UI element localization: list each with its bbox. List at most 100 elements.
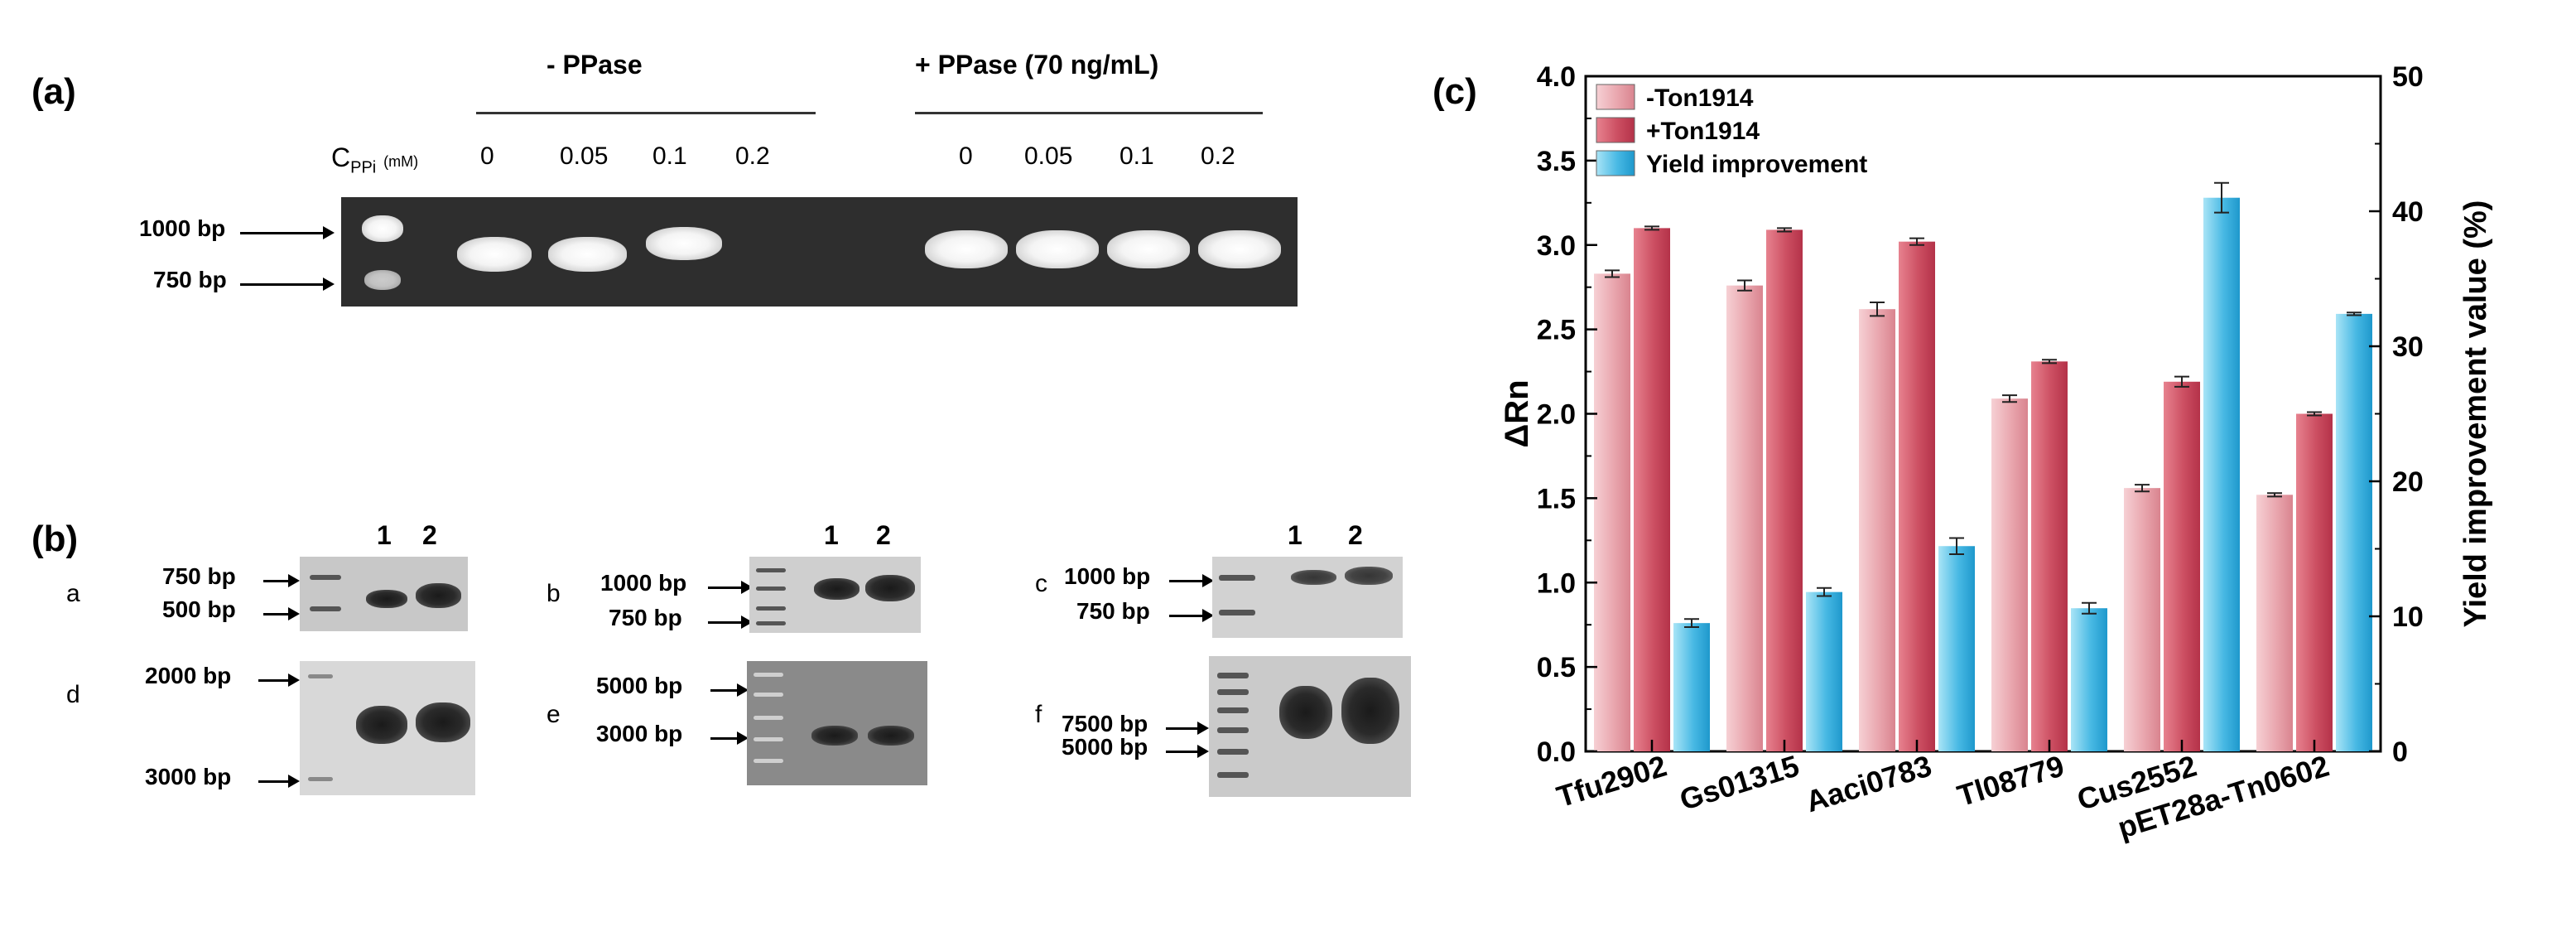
y-tick-label-left-8: 3.5: [1537, 146, 1576, 177]
conc-minus-1: 0.05: [560, 142, 609, 170]
y-tick-label-right-3: 20: [2392, 466, 2424, 498]
marker-be-3000: 3000 bp: [596, 721, 683, 746]
band-b-b-2: [865, 575, 915, 601]
marker-bd-3000: 3000 bp: [145, 764, 232, 789]
legend-label-3: Yield improvement: [1646, 151, 1867, 178]
marker-bb-750: 750 bp: [609, 605, 682, 630]
lane-label-c-1: 1: [1288, 520, 1302, 550]
sub-label-d: d: [66, 681, 80, 708]
legend-label-1: -Ton1914: [1646, 84, 1754, 112]
conc-minus-2: 0.1: [652, 142, 687, 170]
marker-be-5000-arrow: [710, 683, 749, 697]
x-tick-label-4: Tl08779: [1953, 748, 2068, 813]
band-b-a-2: [416, 583, 461, 608]
band-a-minus-005: [548, 237, 627, 272]
conc-minus-3: 0.2: [735, 142, 770, 170]
gel-image-b-e: [747, 661, 927, 785]
lane-label-a-2: 2: [422, 520, 437, 550]
y-axis-label-right: Yield improvement value (%): [2458, 200, 2493, 628]
band-a-plus-0: [925, 230, 1008, 268]
ladder-b-d-2: [308, 777, 333, 781]
marker-bd-2000: 2000 bp: [145, 663, 232, 688]
gel-image-b-c: [1212, 557, 1403, 638]
band-b-a-1: [366, 590, 407, 608]
x-tick-label-3: Aaci0783: [1802, 748, 1935, 818]
lane-label-a-1: 1: [377, 520, 392, 550]
ladder-b-c-1: [1219, 575, 1255, 581]
ladder-b-f-5: [1217, 749, 1249, 755]
bar-1-1: [1594, 273, 1630, 751]
marker-bd-2000-arrow: [258, 673, 300, 687]
bar-3-5: [2203, 197, 2240, 751]
lane-label-b-1: 1: [824, 520, 839, 550]
ladder-b-b-2: [756, 587, 786, 591]
marker-a-1000-arrow: [240, 226, 335, 239]
sub-label-b: b: [546, 580, 561, 607]
conc-minus-0: 0: [480, 142, 494, 170]
legend: -Ton1914 +Ton1914 Yield improvement: [1596, 84, 1867, 178]
conc-plus-0: 0: [959, 142, 973, 170]
group-label-minus-ppase: - PPase: [546, 50, 643, 80]
bar-3-1: [1673, 623, 1710, 751]
legend-swatch-1: [1596, 84, 1635, 110]
ladder-b-a-1: [310, 575, 341, 580]
conc-plus-2: 0.1: [1119, 142, 1154, 170]
marker-bc-750-arrow: [1169, 609, 1214, 622]
y-tick-label-left-2: 0.5: [1537, 652, 1576, 683]
legend-label-2: +Ton1914: [1646, 118, 1760, 145]
ladder-b-f-6: [1217, 772, 1249, 778]
band-b-e-2: [868, 726, 914, 746]
bar-1-4: [1991, 398, 2028, 751]
bar-2-4: [2031, 361, 2068, 751]
bar-1-3: [1859, 309, 1895, 751]
y-tick-label-left-5: 2.0: [1537, 399, 1576, 431]
y-tick-label-left-4: 1.5: [1537, 483, 1576, 514]
bar-1-6: [2256, 495, 2293, 751]
gel-image-b-f: [1209, 656, 1411, 797]
band-b-d-2: [416, 702, 470, 742]
ladder-b-b-1: [756, 568, 786, 572]
band-b-e-1: [811, 726, 858, 746]
band-b-b-1: [814, 578, 859, 600]
marker-be-3000-arrow: [710, 731, 749, 745]
cppi-label: CPPi (mM): [331, 142, 418, 177]
bar-2-5: [2164, 381, 2200, 751]
legend-swatch-2: [1596, 117, 1635, 143]
marker-be-5000: 5000 bp: [596, 673, 683, 698]
band-a-plus-005: [1016, 230, 1099, 268]
bar-3-3: [1938, 546, 1975, 751]
bar-2-1: [1634, 228, 1670, 751]
marker-a-750: 750 bp: [153, 267, 227, 292]
marker-bb-1000: 1000 bp: [600, 570, 687, 596]
y-tick-label-left-7: 3.0: [1537, 230, 1576, 262]
marker-bf-7500-arrow: [1166, 722, 1209, 735]
group-line-minus: [476, 112, 816, 114]
panel-a-label: (a): [31, 71, 76, 112]
ladder-b-e-1: [754, 673, 783, 677]
ladder-b-f-4: [1217, 727, 1249, 733]
marker-bf-5000-arrow: [1166, 745, 1209, 758]
band-b-c-2: [1345, 567, 1393, 585]
marker-a-750-arrow: [240, 278, 335, 291]
ladder-b-f-1: [1217, 673, 1249, 678]
marker-bf-7500: 7500 bp: [1062, 711, 1148, 736]
ladder-b-e-4: [754, 737, 783, 741]
marker-a-1000: 1000 bp: [139, 215, 226, 241]
marker-bd-3000-arrow: [258, 775, 300, 788]
bar-2-3: [1899, 241, 1935, 751]
group-label-plus-ppase: + PPase (70 ng/mL): [915, 50, 1159, 80]
ladder-b-e-2: [754, 693, 783, 697]
ladder-b-a-2: [310, 606, 341, 611]
bar-1-2: [1726, 285, 1763, 751]
y-tick-label-left-9: 4.0: [1537, 61, 1576, 93]
ladder-band-a-750: [364, 270, 401, 290]
x-tick-label-2: Gs01315: [1676, 748, 1803, 817]
ladder-band-a-1000: [362, 215, 403, 242]
marker-bf-5000: 5000 bp: [1062, 734, 1148, 760]
ladder-b-e-5: [754, 759, 783, 763]
sub-label-e: e: [546, 701, 561, 728]
bar-3-2: [1806, 591, 1842, 751]
band-b-c-1: [1291, 570, 1336, 585]
sub-label-f: f: [1035, 701, 1042, 728]
